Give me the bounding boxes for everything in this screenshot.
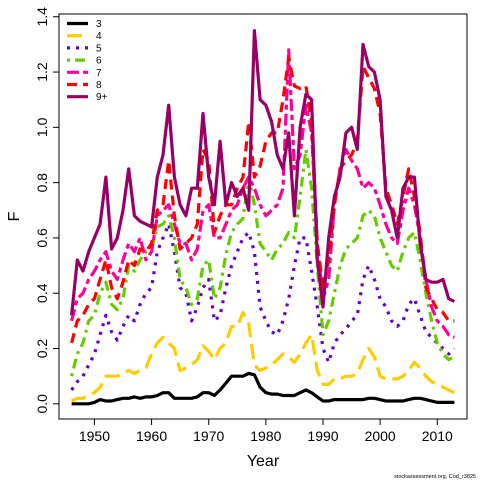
x-tick-label-5: 2000: [365, 428, 396, 444]
y-axis-title: F: [6, 211, 23, 221]
legend-label-0: 3: [96, 19, 102, 30]
series-line-0: [71, 371, 455, 406]
series-line-5: [70, 56, 455, 344]
plot-frame: [58, 13, 468, 420]
y-tick-label-4: 0.8: [34, 173, 50, 193]
legend-label-6: 9+: [96, 92, 108, 103]
credit-text: stockassessment.org, Cod_r3825: [394, 474, 476, 480]
x-tick-label-4: 1990: [307, 428, 338, 444]
y-tick-label-2: 0.4: [34, 283, 50, 303]
series-layer: [70, 29, 456, 406]
y-tick-label-0: 0.0: [34, 394, 50, 414]
legend-label-2: 5: [96, 43, 102, 54]
y-axis: 0.0 0.2 0.4 0.6 0.8 1.0 1.2 1.4: [34, 7, 59, 414]
x-tick-label-3: 1980: [250, 428, 281, 444]
x-tick-label-0: 1950: [79, 428, 110, 444]
y-tick-label-5: 1.0: [34, 117, 50, 137]
x-tick-label-6: 2010: [422, 428, 453, 444]
legend-label-1: 4: [96, 31, 102, 42]
legend-label-5: 8: [96, 80, 102, 91]
y-tick-label-3: 0.6: [34, 228, 50, 248]
series-line-4: [70, 48, 456, 339]
x-axis: 1950 1960 1970 1980 1990 2000 2010: [79, 419, 453, 444]
series-line-6: [70, 29, 456, 316]
x-tick-label-1: 1960: [136, 428, 167, 444]
legend-label-4: 7: [96, 68, 102, 79]
series-line-1: [70, 311, 456, 403]
legend-label-3: 6: [96, 56, 102, 67]
y-tick-label-6: 1.2: [34, 62, 50, 82]
series-line-3: [70, 147, 456, 377]
x-tick-label-2: 1970: [193, 428, 224, 444]
y-tick-label-7: 1.4: [34, 7, 50, 27]
y-tick-label-1: 0.2: [34, 339, 50, 359]
x-axis-title: Year: [247, 453, 280, 470]
